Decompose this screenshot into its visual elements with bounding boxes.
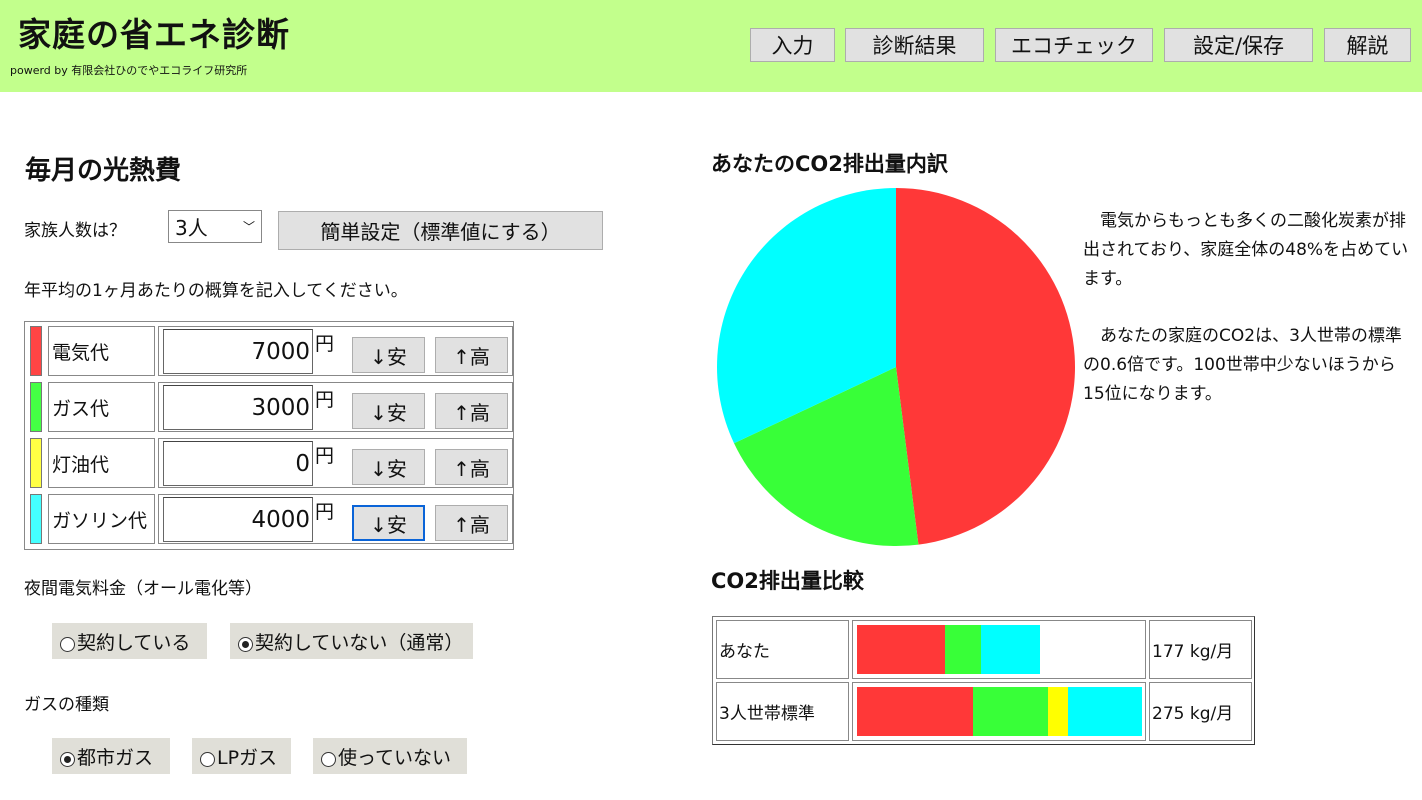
higher-button[interactable]: ↑高 bbox=[435, 393, 508, 429]
gas-radio-lp[interactable]: LPガス bbox=[192, 738, 291, 774]
cost-input[interactable]: 4000 bbox=[163, 497, 313, 542]
cost-table: 電気代 7000 円 ↓安 ↑高 ガス代 3000 円 ↓安 ↑高 灯油代 0 … bbox=[24, 321, 514, 550]
compare-title: CO2排出量比較 bbox=[711, 569, 864, 593]
cost-row: 電気代 7000 円 ↓安 ↑高 bbox=[28, 324, 513, 378]
higher-button[interactable]: ↑高 bbox=[435, 337, 508, 373]
input-cell: 7000 円 ↓安 ↑高 bbox=[158, 326, 513, 376]
bar-segment bbox=[945, 625, 982, 674]
cost-input[interactable]: 7000 bbox=[163, 329, 313, 374]
cost-row: ガソリン代 4000 円 ↓安 ↑高 bbox=[28, 492, 513, 546]
radio-label: 契約していない（通常） bbox=[255, 631, 464, 654]
cheaper-button[interactable]: ↓安 bbox=[352, 337, 425, 373]
cost-label: ガソリン代 bbox=[48, 494, 155, 544]
radio-label: 契約している bbox=[77, 631, 191, 654]
compare-bar-cell bbox=[852, 682, 1146, 741]
yen-unit: 円 bbox=[315, 445, 335, 467]
compare-label: あなた bbox=[716, 620, 849, 679]
bar-segment bbox=[857, 625, 946, 674]
cost-label: 灯油代 bbox=[48, 438, 155, 488]
pie-slice-ガソリン bbox=[717, 188, 896, 444]
yen-unit: 円 bbox=[315, 501, 335, 523]
pie-slice-電気 bbox=[896, 188, 1075, 545]
cost-row: 灯油代 0 円 ↓安 ↑高 bbox=[28, 436, 513, 490]
radio-selected-icon bbox=[60, 751, 75, 767]
pie-slice-ガス bbox=[734, 367, 919, 546]
radio-icon bbox=[321, 751, 336, 767]
night-label: 夜間電気料金（オール電化等） bbox=[24, 579, 262, 599]
cost-row: ガス代 3000 円 ↓安 ↑高 bbox=[28, 380, 513, 434]
input-cell: 3000 円 ↓安 ↑高 bbox=[158, 382, 513, 432]
night-radio-contracted[interactable]: 契約している bbox=[52, 623, 207, 659]
night-radio-not-contracted[interactable]: 契約していない（通常） bbox=[230, 623, 473, 659]
input-cell: 0 円 ↓安 ↑高 bbox=[158, 438, 513, 488]
cost-label: ガス代 bbox=[48, 382, 155, 432]
chevron-down-icon: ﹀ bbox=[242, 220, 255, 234]
nav-input-button[interactable]: 入力 bbox=[750, 28, 835, 62]
radio-label: 使っていない bbox=[338, 746, 452, 769]
radio-label: LPガス bbox=[217, 746, 278, 769]
family-select[interactable]: 3人 ﹀ bbox=[168, 210, 262, 243]
color-swatch bbox=[30, 438, 42, 488]
radio-icon bbox=[200, 751, 215, 767]
cost-input[interactable]: 3000 bbox=[163, 385, 313, 430]
pie-title: あなたのCO2排出量内訳 bbox=[711, 152, 948, 176]
higher-button[interactable]: ↑高 bbox=[435, 505, 508, 541]
powered-by: powerd by 有限会社ひのでやエコライフ研究所 bbox=[10, 64, 248, 77]
cheaper-button[interactable]: ↓安 bbox=[352, 449, 425, 485]
nav-result-button[interactable]: 診断結果 bbox=[845, 28, 984, 62]
comment-2: あなたの家庭のCO2は、3人世帯の標準の0.6倍です。100世帯中少ないほうから… bbox=[1083, 326, 1402, 404]
higher-button[interactable]: ↑高 bbox=[435, 449, 508, 485]
gas-label: ガスの種類 bbox=[24, 695, 109, 715]
gas-radio-city[interactable]: 都市ガス bbox=[52, 738, 170, 774]
yen-unit: 円 bbox=[315, 389, 335, 411]
bar-segment bbox=[1047, 687, 1069, 736]
cheaper-button[interactable]: ↓安 bbox=[352, 505, 425, 541]
nav-help-button[interactable]: 解説 bbox=[1324, 28, 1411, 62]
cheaper-button[interactable]: ↓安 bbox=[352, 393, 425, 429]
color-swatch bbox=[30, 494, 42, 544]
co2-pie-chart bbox=[717, 188, 1075, 546]
radio-label: 都市ガス bbox=[77, 746, 154, 769]
family-value: 3人 bbox=[175, 216, 208, 240]
easy-setup-button[interactable]: 簡単設定（標準値にする） bbox=[278, 211, 603, 250]
header: 家庭の省エネ診断 powerd by 有限会社ひのでやエコライフ研究所 入力 診… bbox=[0, 0, 1422, 92]
co2-compare-table: あなた 177 kg/月 3人世帯標準 275 kg/月 bbox=[712, 616, 1255, 745]
cost-input[interactable]: 0 bbox=[163, 441, 313, 486]
bar-segment bbox=[1068, 687, 1142, 736]
section-title: 毎月の光熱費 bbox=[25, 156, 182, 186]
instruction: 年平均の1ヶ月あたりの概算を記入してください。 bbox=[24, 281, 408, 301]
bar-segment bbox=[981, 625, 1041, 674]
app-title: 家庭の省エネ診断 bbox=[18, 15, 290, 54]
cost-label: 電気代 bbox=[48, 326, 155, 376]
color-swatch bbox=[30, 326, 42, 376]
radio-icon bbox=[60, 636, 75, 652]
nav-settings-button[interactable]: 設定/保存 bbox=[1164, 28, 1313, 62]
compare-total: 275 kg/月 bbox=[1149, 682, 1252, 741]
color-swatch bbox=[30, 382, 42, 432]
compare-bar-cell bbox=[852, 620, 1146, 679]
bar-segment bbox=[973, 687, 1048, 736]
comment-1: 電気からもっとも多くの二酸化炭素が排出されており、家庭全体の48%を占めています… bbox=[1083, 211, 1409, 289]
compare-total: 177 kg/月 bbox=[1149, 620, 1252, 679]
nav-ecocheck-button[interactable]: エコチェック bbox=[995, 28, 1153, 62]
gas-radio-none[interactable]: 使っていない bbox=[313, 738, 467, 774]
family-label: 家族人数は？ bbox=[24, 221, 126, 241]
radio-selected-icon bbox=[238, 636, 253, 652]
bar-segment bbox=[857, 687, 974, 736]
compare-label: 3人世帯標準 bbox=[716, 682, 849, 741]
yen-unit: 円 bbox=[315, 333, 335, 355]
input-cell: 4000 円 ↓安 ↑高 bbox=[158, 494, 513, 544]
